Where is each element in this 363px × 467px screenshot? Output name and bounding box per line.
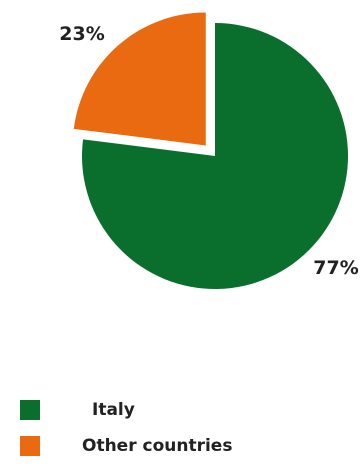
legend-swatch-italy [20,400,40,420]
legend: Italy Other countries [20,395,350,467]
legend-item-italy: Italy [20,395,350,425]
legend-swatch-other-countries [20,436,40,456]
data-label-other-countries: 23% [59,23,104,45]
pie-slice-italy [81,23,348,290]
legend-item-other-countries: Other countries [20,431,350,461]
pie-slice-other-countries [73,12,206,146]
legend-label-other-countries: Other countries [82,436,233,456]
data-label-italy: 77% [313,257,358,279]
legend-label-italy: Italy [92,400,135,420]
